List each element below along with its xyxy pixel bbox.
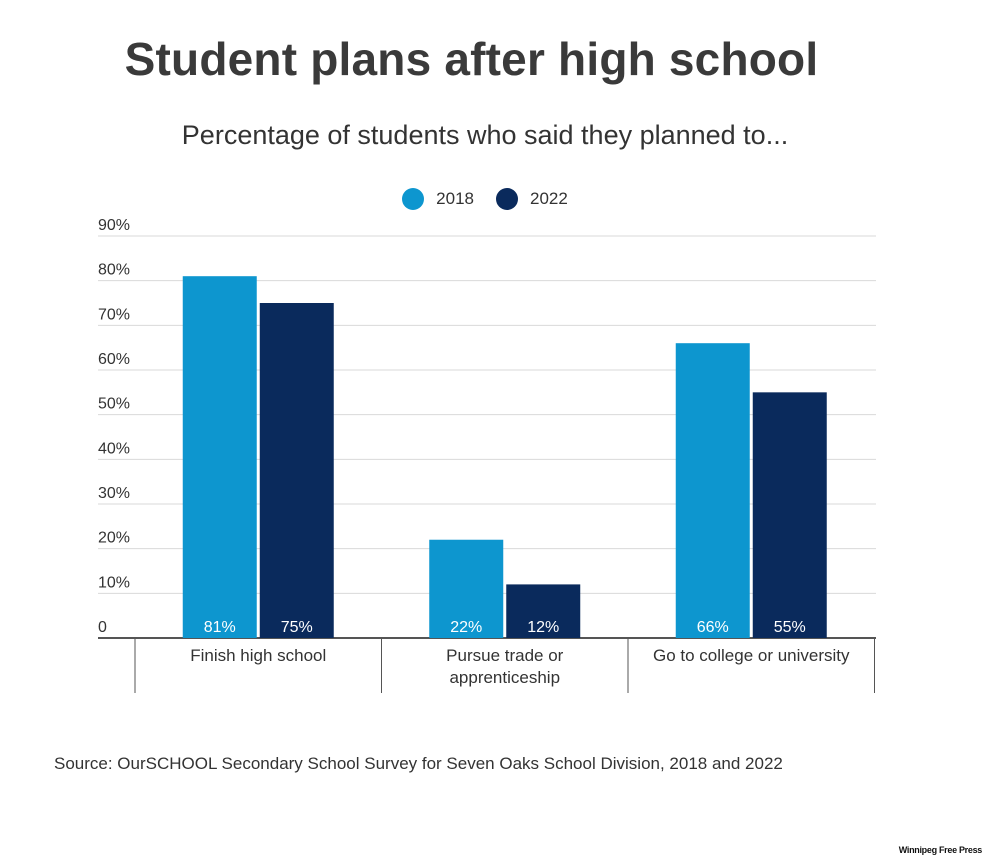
bar-value-label: 75% (281, 619, 313, 636)
bar-value-label: 66% (697, 619, 729, 636)
y-tick-label: 90% (98, 217, 130, 234)
y-tick-label: 60% (98, 351, 130, 368)
y-tick-label: 30% (98, 485, 130, 502)
bar-2022-2 (752, 392, 827, 638)
legend-swatch-2018 (402, 188, 425, 210)
bar-2022-1 (506, 584, 581, 638)
chart-title: Student plans after high school (124, 33, 819, 85)
y-tick-label: 10% (98, 574, 130, 591)
y-tick-label: 20% (98, 530, 130, 547)
bar-2018-1 (429, 539, 504, 638)
y-tick-label: 50% (98, 396, 130, 413)
legend-label-2022: 2022 (530, 189, 568, 208)
x-category-label: Pursue trade or (446, 646, 564, 665)
x-category-label: Finish high school (190, 646, 326, 665)
y-tick-label: 40% (98, 440, 130, 457)
y-tick-label: 70% (98, 306, 130, 323)
bar-value-label: 12% (527, 619, 559, 636)
y-tick-label: 80% (98, 262, 130, 279)
source-note: Source: OurSCHOOL Secondary School Surve… (54, 754, 783, 773)
legend-item-2018: 2018 (402, 188, 474, 210)
bar-2018-2 (675, 343, 750, 638)
legend-item-2022: 2022 (496, 188, 568, 210)
legend: 2018 2022 (0, 188, 970, 210)
bar-2018-0 (182, 276, 257, 638)
chart-subtitle: Percentage of students who said they pla… (181, 120, 789, 150)
bar-chart: 0 10% 20% 30% 40% 50% 60% 70% 80% 90% 81% 75% Finish… (98, 217, 876, 693)
y-tick-label: 0 (98, 619, 107, 636)
publisher-credit: Winnipeg Free Press (898, 845, 983, 855)
x-category-label: Go to college or university (653, 646, 850, 665)
bar-2022-0 (259, 303, 334, 638)
bar-value-label: 81% (204, 619, 236, 636)
legend-label-2018: 2018 (436, 189, 474, 208)
x-category-label: apprenticeship (449, 668, 560, 687)
bar-value-label: 22% (450, 619, 482, 636)
bar-value-label: 55% (774, 619, 806, 636)
legend-swatch-2022 (496, 188, 518, 210)
